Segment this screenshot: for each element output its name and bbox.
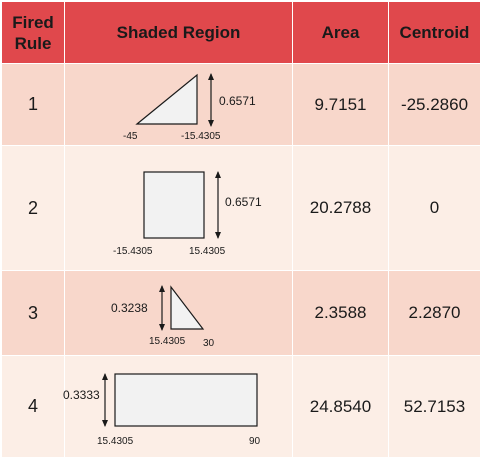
triangle-shape xyxy=(134,73,198,125)
height-label: 0.3238 xyxy=(111,301,148,315)
centroid-value: 0 xyxy=(388,145,481,271)
table-row: 1 0.6571 -45 -15.4305 9.7151 -25.2860 xyxy=(1,63,481,146)
area-value: 2.3588 xyxy=(292,270,389,356)
table-row: 3 0.3238 15.4305 30 2.3588 2.2870 xyxy=(1,270,481,356)
rule-number: 1 xyxy=(1,63,65,146)
rectangle-shape xyxy=(142,171,205,239)
arrow-head-down xyxy=(207,119,214,127)
arrow-head-down xyxy=(214,232,221,239)
arrow-head-up xyxy=(214,171,221,178)
x-right-label: 90 xyxy=(249,436,261,447)
shaded-region-diagram: 0.6571 -45 -15.4305 xyxy=(123,72,256,142)
triangle-shape xyxy=(169,285,204,330)
x-right-label: 30 xyxy=(203,338,215,349)
x-left-label: -45 xyxy=(123,131,138,142)
header-centroid: Centroid xyxy=(388,1,481,64)
header-fired-rule: Fired Rule xyxy=(1,1,65,64)
shaded-region-diagram: 0.3333 15.4305 90 xyxy=(63,372,261,447)
shaded-region-cell: 0.6571 -15.4305 15.4305 xyxy=(64,145,293,271)
shaded-region-diagram: 0.6571 -15.4305 15.4305 xyxy=(113,171,262,257)
height-label: 0.6571 xyxy=(225,195,262,209)
table-row: 2 0.6571 -15.4305 15.4305 20.2788 0 xyxy=(1,145,481,271)
shaded-region-cell: 0.3238 15.4305 30 xyxy=(64,270,293,356)
shaded-region-diagram: 0.3238 15.4305 30 xyxy=(111,285,215,349)
shaded-region-cell: 0.3333 15.4305 90 xyxy=(63,355,293,458)
rectangle-shape xyxy=(113,372,258,427)
arrow-head-up xyxy=(207,72,214,80)
rule-number: 2 xyxy=(1,145,65,271)
area-value: 24.8540 xyxy=(292,355,389,458)
shaded-region-cell: 0.6571 -45 -15.4305 xyxy=(64,63,293,146)
centroid-value: -25.2860 xyxy=(388,63,481,146)
arrow-head-down xyxy=(101,419,108,427)
header-row: Fired Rule Shaded Region Area Centroid xyxy=(1,1,481,64)
arrow-head-up xyxy=(101,372,108,380)
x-right-label: 15.4305 xyxy=(189,246,226,257)
area-value: 20.2788 xyxy=(292,145,389,271)
height-label: 0.3333 xyxy=(63,388,100,402)
x-left-label: -15.4305 xyxy=(113,246,153,257)
arrow-head-up xyxy=(158,285,165,292)
arrow-head-down xyxy=(158,324,165,331)
height-label: 0.6571 xyxy=(219,94,256,108)
x-left-label: 15.4305 xyxy=(149,336,186,347)
rule-number: 4 xyxy=(1,355,65,458)
x-right-label: -15.4305 xyxy=(181,131,221,142)
x-left-label: 15.4305 xyxy=(97,436,134,447)
header-area: Area xyxy=(292,1,389,64)
area-value: 9.7151 xyxy=(292,63,389,146)
centroid-value: 2.2870 xyxy=(388,270,481,356)
table-row: 4 0.3333 15.4305 90 24.8540 52.7153 xyxy=(1,355,481,458)
header-shaded-region: Shaded Region xyxy=(64,1,293,64)
centroid-value: 52.7153 xyxy=(388,355,481,458)
rule-number: 3 xyxy=(1,270,65,356)
